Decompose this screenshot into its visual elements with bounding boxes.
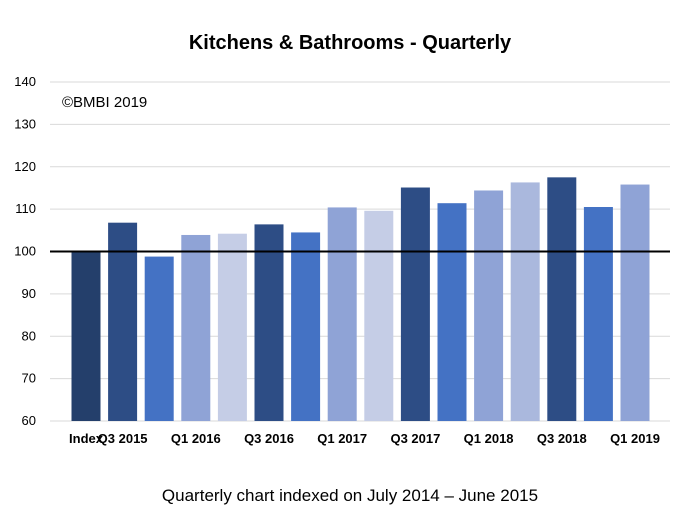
x-tick-label: Q3 2015: [98, 431, 148, 446]
bar: [474, 190, 504, 421]
bar: [71, 251, 101, 421]
chart-footnote: Quarterly chart indexed on July 2014 – J…: [161, 486, 539, 505]
y-tick-label: 100: [14, 244, 36, 259]
bar: [217, 233, 247, 421]
x-tick-label: Q1 2016: [171, 431, 221, 446]
bar: [400, 187, 430, 421]
bars: [71, 177, 650, 421]
bar: [291, 232, 321, 421]
bar: [583, 207, 613, 421]
y-tick-label: 130: [14, 116, 36, 131]
y-axis-ticks: 60 70 80 90 100 110 120 130 140: [14, 74, 36, 428]
y-tick-label: 110: [15, 201, 36, 216]
bar: [620, 184, 650, 421]
bar: [510, 182, 540, 421]
copyright-annotation: ©BMBI 2019: [62, 94, 147, 111]
bar: [327, 207, 357, 421]
x-tick-label: Q3 2017: [390, 431, 440, 446]
bar: [144, 256, 174, 421]
bar: [437, 203, 467, 421]
bar: [547, 177, 577, 421]
chart-title: Kitchens & Bathrooms - Quarterly: [188, 32, 512, 54]
bar: [364, 210, 394, 421]
y-tick-label: 90: [22, 286, 36, 301]
x-tick-label: Q3 2018: [537, 431, 587, 446]
bar: [108, 222, 138, 421]
x-tick-label: Q1 2019: [610, 431, 660, 446]
y-tick-label: 60: [22, 413, 36, 428]
x-tick-label: Index: [69, 431, 104, 446]
bar: [254, 224, 284, 421]
bar: [181, 234, 211, 421]
y-tick-label: 120: [14, 159, 36, 174]
y-tick-label: 70: [22, 371, 36, 386]
x-tick-label: Q1 2018: [464, 431, 514, 446]
y-tick-label: 80: [22, 328, 36, 343]
y-tick-label: 140: [14, 74, 36, 89]
x-tick-label: Q3 2016: [244, 431, 294, 446]
x-tick-label: Q1 2017: [317, 431, 367, 446]
